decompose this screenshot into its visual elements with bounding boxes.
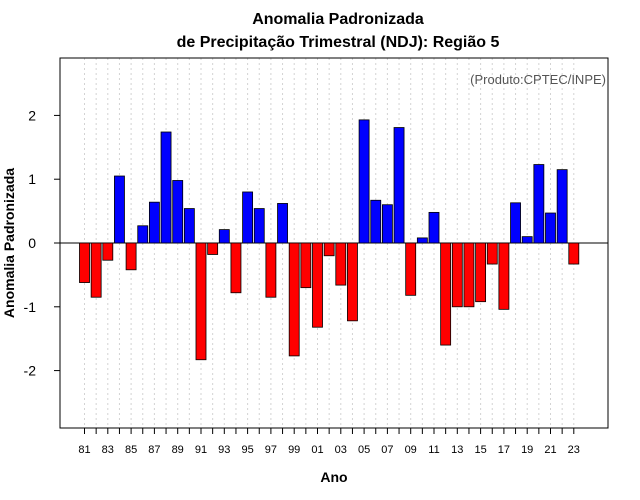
x-tick-label: 95 xyxy=(241,444,253,456)
bar-87 xyxy=(148,201,160,244)
bar-02 xyxy=(323,242,335,257)
bar-89 xyxy=(172,180,184,244)
x-tick-label: 23 xyxy=(568,444,580,456)
bar-93 xyxy=(218,229,230,244)
bar-14 xyxy=(463,242,475,308)
bar-10 xyxy=(416,237,428,244)
bar-96 xyxy=(253,208,265,244)
bar-03 xyxy=(335,242,347,286)
chart-title: Anomalia Padronizada xyxy=(252,11,424,28)
bar-04 xyxy=(347,242,358,322)
bar-97 xyxy=(265,242,277,298)
bar-17 xyxy=(498,242,510,310)
bar-05 xyxy=(358,119,370,244)
bar-86 xyxy=(137,225,149,244)
bar-22 xyxy=(556,169,568,244)
y-tick-label: -1 xyxy=(24,299,37,315)
bar-95 xyxy=(242,191,254,244)
x-tick-label: 81 xyxy=(78,444,90,456)
bar-94 xyxy=(230,242,242,294)
bar-06 xyxy=(370,199,382,244)
chart-subtitle: de Precipitação Trimestral (NDJ): Região… xyxy=(177,34,500,51)
bar-07 xyxy=(381,204,393,244)
bar-23 xyxy=(568,242,580,265)
y-axis-label: Anomalia Padronizada xyxy=(1,168,17,318)
bar-82 xyxy=(90,242,102,298)
x-tick-label: 19 xyxy=(521,444,533,456)
bar-00 xyxy=(300,242,312,289)
bar-20 xyxy=(533,164,545,244)
bar-13 xyxy=(451,242,463,308)
bar-09 xyxy=(405,242,417,296)
x-tick-label: 87 xyxy=(148,444,160,456)
bar-92 xyxy=(207,242,219,255)
x-tick-label: 03 xyxy=(335,444,347,456)
bar-19 xyxy=(521,236,533,244)
y-tick-label: -2 xyxy=(24,363,37,379)
bar-81 xyxy=(79,242,90,283)
y-tick-label: 2 xyxy=(28,107,36,123)
bar-85 xyxy=(125,242,137,271)
bar-12 xyxy=(440,242,452,346)
bar-16 xyxy=(486,242,498,265)
x-tick-label: 15 xyxy=(474,444,486,456)
x-axis: 81 83 85 87 89 91 93 95 97 99 01 03 05 07 09 11 13 15 17 19… xyxy=(78,428,580,456)
x-tick-label: 13 xyxy=(451,444,463,456)
y-axis: -2 -1 0 1 2 xyxy=(24,107,60,379)
bar-01 xyxy=(312,242,323,328)
y-tick-label: 0 xyxy=(28,235,36,251)
x-tick-label: 07 xyxy=(381,444,393,456)
x-tick-label: 93 xyxy=(218,444,230,456)
bar-08 xyxy=(393,127,405,244)
bar-91 xyxy=(195,242,207,361)
x-axis-label: Ano xyxy=(320,469,347,485)
x-tick-label: 85 xyxy=(125,444,137,456)
x-tick-label: 91 xyxy=(195,444,207,456)
x-tick-label: 99 xyxy=(288,444,300,456)
x-tick-label: 09 xyxy=(405,444,417,456)
bar-99 xyxy=(288,242,300,357)
y-tick-label: 1 xyxy=(28,171,36,187)
bar-83 xyxy=(102,242,114,261)
x-tick-label: 05 xyxy=(358,444,370,456)
bar-15 xyxy=(475,242,487,303)
bar-90 xyxy=(183,208,195,244)
x-tick-label: 21 xyxy=(544,444,556,456)
bar-18 xyxy=(510,202,521,244)
source-annotation: (Produto:CPTEC/INPE) xyxy=(470,72,606,87)
bar-88 xyxy=(160,131,172,244)
x-tick-label: 89 xyxy=(172,444,184,456)
bar-84 xyxy=(114,175,125,244)
bar-11 xyxy=(428,211,440,244)
x-tick-label: 11 xyxy=(428,444,439,456)
x-tick-label: 17 xyxy=(498,444,510,456)
x-tick-label: 83 xyxy=(102,444,114,456)
x-tick-label: 97 xyxy=(265,444,277,456)
bar-98 xyxy=(277,203,288,244)
bars xyxy=(79,119,580,361)
x-tick-label: 01 xyxy=(311,444,323,456)
bar-21 xyxy=(545,212,556,244)
